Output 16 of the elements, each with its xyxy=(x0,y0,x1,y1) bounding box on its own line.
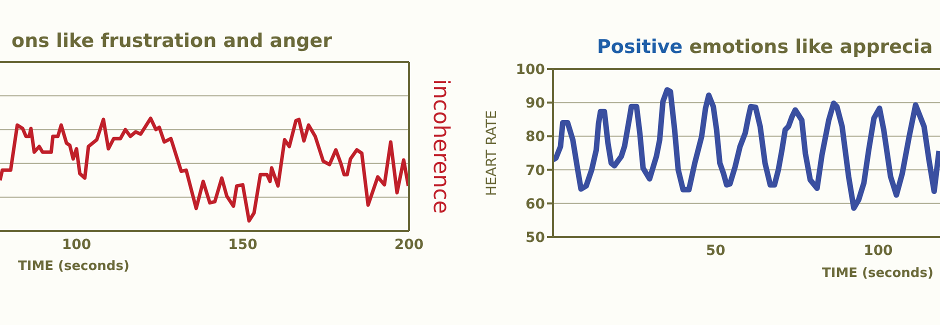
y-tick-label: 90 xyxy=(526,96,546,112)
x-tick-label: 50 xyxy=(706,242,726,259)
y-tick-label: 60 xyxy=(526,196,546,212)
x-tick-label: 100 xyxy=(62,236,92,253)
y-axis-title: HEART RATE xyxy=(484,109,500,198)
x-axis-title: TIME (seconds) xyxy=(18,259,130,274)
x-tick-label: 200 xyxy=(394,236,424,253)
y-tick-label: 70 xyxy=(526,162,546,179)
x-tick-label: 100 xyxy=(864,242,894,259)
y2-axis-title: incoherence xyxy=(428,78,453,216)
y-tick-label: 80 xyxy=(526,129,546,146)
x-tick-label: 150 xyxy=(228,236,258,253)
chart-title: ons like frustration and anger xyxy=(12,30,332,52)
y-tick-label: 100 xyxy=(516,62,546,78)
x-axis-title: TIME (seconds) xyxy=(822,266,934,281)
chart-title: Positive emotions like apprecia xyxy=(597,36,933,58)
